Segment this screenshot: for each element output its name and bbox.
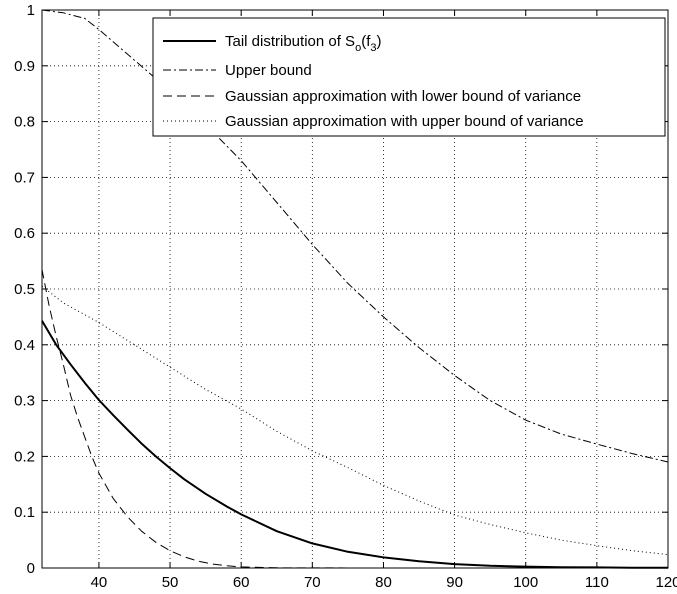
legend-label-gauss-lower: Gaussian approximation with lower bound … [225, 88, 581, 105]
legend-label-gauss-upper: Gaussian approximation with upper bound … [225, 113, 584, 130]
axis-ticks: 40 50 60 70 80 90 100 110 120 0 0.1 0.2 0.3 0.4 0.5 0.6… [14, 2, 677, 591]
legend-tail-sub1: o [355, 42, 361, 54]
y-tick-label: 1 [27, 2, 35, 19]
series-line-gauss_lower [41, 269, 668, 569]
y-tick-label: 0.7 [14, 169, 35, 186]
y-tick-label: 0.9 [14, 58, 35, 75]
x-tick-label: 120 [655, 574, 677, 591]
legend-tail-suffix: ) [377, 33, 382, 50]
x-tick-label: 90 [446, 574, 463, 591]
legend: Tail distribution of So(f3) Upper bound … [152, 17, 666, 137]
y-tick-label: 0.4 [14, 337, 35, 354]
y-tick-label: 0.2 [14, 448, 35, 465]
y-tick-label: 0.5 [14, 281, 35, 298]
x-tick-label: 40 [91, 574, 108, 591]
x-tick-label: 80 [375, 574, 392, 591]
x-tick-label: 50 [162, 574, 179, 591]
y-tick-label: 0.6 [14, 225, 35, 242]
series-line-tail [41, 320, 669, 569]
x-tick-label: 60 [233, 574, 250, 591]
series-line-gauss_upper [41, 285, 669, 556]
legend-label-tail: Tail distribution of So(f3) [225, 33, 382, 54]
series-line-upper [41, 9, 669, 463]
y-tick-label: 0.3 [14, 393, 35, 410]
y-tick-label: 0.1 [14, 504, 35, 521]
data-series [41, 9, 669, 569]
legend-label-upper: Upper bound [225, 62, 312, 79]
y-tick-label: 0.8 [14, 114, 35, 131]
y-tick-label: 0 [27, 560, 35, 577]
legend-box [152, 17, 666, 137]
x-tick-label: 100 [513, 574, 538, 591]
x-tick-label: 70 [304, 574, 321, 591]
x-tick-label: 110 [585, 574, 609, 591]
legend-tail-sub2: 3 [370, 42, 376, 54]
legend-tail-prefix: Tail distribution of S [225, 33, 355, 50]
legend-tail-mid: (f [361, 33, 371, 50]
